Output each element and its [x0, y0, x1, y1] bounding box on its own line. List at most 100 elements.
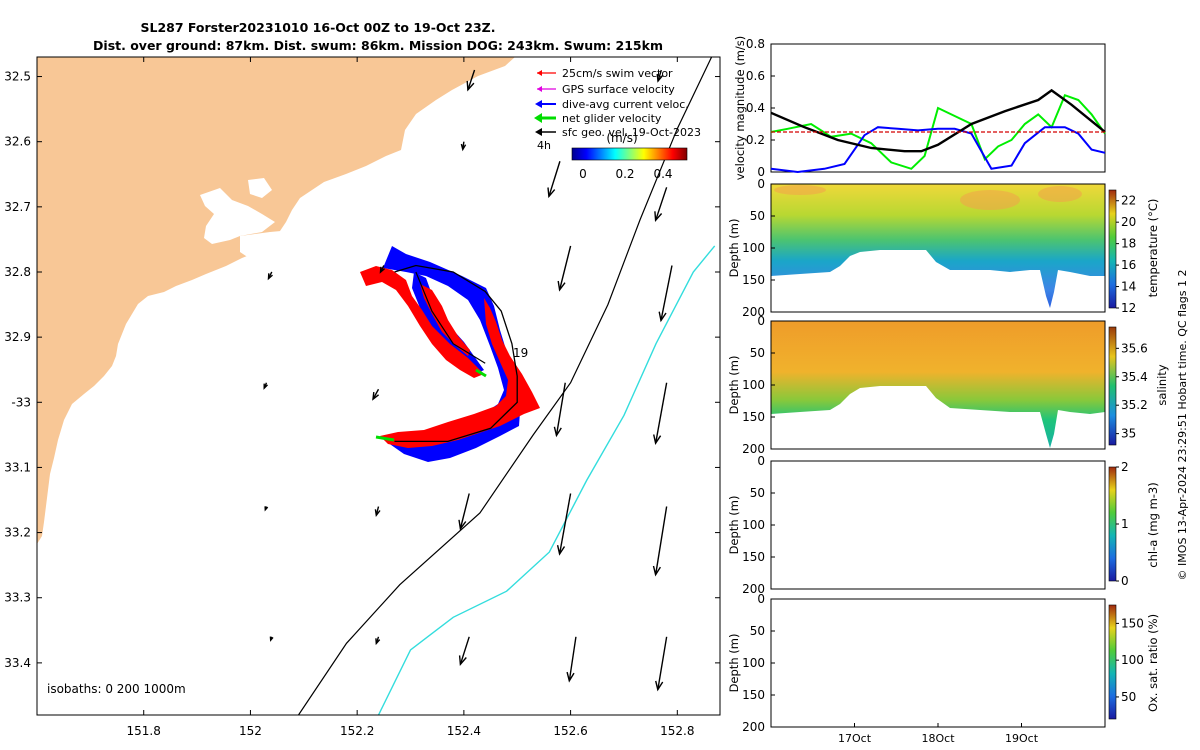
geo-arrow: [264, 506, 269, 512]
map-colorbar-tick: 0.2: [615, 167, 634, 181]
geo-arrow: [460, 141, 467, 152]
geo-arrow-head: [267, 273, 273, 281]
time-tick-label: 17Oct: [838, 732, 872, 745]
depth-tick-label: 0: [757, 314, 765, 328]
chlorophyll-ylabel: Depth (m): [727, 496, 741, 555]
map-x-tick-label: 152: [239, 724, 262, 738]
side-note: © IMOS 13-Apr-2024 23:29:51 Hobart time.…: [1176, 270, 1189, 581]
net-glider-velocity-marks: [375, 368, 487, 442]
temperature-colorbar: [1108, 189, 1117, 309]
velocity-panel: 0 0.2 0.4 0.6 0.8 velocity magnitude (m/s): [733, 36, 1106, 180]
depth-tick-label: 50: [750, 346, 765, 360]
geo-arrow-head: [263, 383, 268, 390]
geo-arrow: [375, 636, 381, 646]
map-colorbar: [571, 147, 688, 161]
isobath-note: isobaths: 0 200 1000m: [47, 682, 186, 696]
isobath-1000m: [377, 245, 716, 715]
geo-arrow-shaft: [654, 382, 668, 444]
oxygen-colorbar-label: Ox. sat. ratio (%): [1146, 614, 1160, 712]
salinity-colorbar-label: salinity: [1155, 364, 1169, 405]
colorbar-tick-label: 20: [1121, 215, 1136, 229]
depth-tick-label: 150: [742, 410, 765, 424]
map-y-tick-label: 32.5: [4, 70, 31, 84]
estuary: [200, 178, 356, 268]
depth-tick-label: 0: [757, 177, 765, 191]
velocity-y-tick-label: 0.6: [746, 69, 765, 83]
map-colorbar-tick: 0: [579, 167, 587, 181]
geo-arrow-head: [460, 143, 467, 152]
velocity-y-tick-label: 0.8: [746, 37, 765, 51]
geo-arrow: [566, 636, 577, 683]
geo-arrow-head: [375, 638, 381, 646]
geo-arrow-shaft: [657, 69, 662, 82]
oxygen-panel: Depth (m) Ox. sat. ratio (%): [727, 598, 1160, 728]
velocity-lines: [770, 88, 1106, 174]
colorbar-tick-label: 22: [1121, 194, 1136, 208]
depth-tick-label: 50: [750, 486, 765, 500]
geo-arrow-head: [653, 434, 662, 445]
colorbar-tick-label: 35.6: [1121, 341, 1148, 355]
title-line-2: Dist. over ground: 87km. Dist. swum: 86k…: [93, 38, 663, 53]
geo-arrow-shaft: [548, 161, 561, 197]
map-panel: 19 isobaths: 0 200 1000m 151.8 152 152.2 15…: [4, 56, 721, 738]
legend-label-swim: 25cm/s swim vector: [562, 67, 673, 80]
geo-arrow: [379, 265, 386, 274]
geo-arrow-head: [458, 519, 467, 531]
map-x-ticks: 151.8 152 152.2 152.4 152.6 152.8: [127, 57, 694, 738]
track-label: 19: [513, 346, 528, 360]
salinity-colorbar: [1108, 326, 1117, 446]
legend-gps: GPS surface velocity: [537, 83, 675, 96]
legend-sfc-geo: sfc geo. vel. 19-Oct-2023: [535, 126, 701, 139]
geo-arrow: [458, 493, 470, 531]
map-colorbar-title: (m/s): [606, 131, 637, 145]
time-tick-label: 19Oct: [1005, 732, 1039, 745]
geo-arrow: [553, 382, 566, 438]
map-y-tick-label: 32.9: [4, 330, 31, 344]
geo-arrow-shaft: [459, 636, 470, 665]
colorbar-tick-label: 12: [1121, 301, 1136, 315]
temperature-panel: Depth (m) temperature (°C): [727, 183, 1160, 313]
chlorophyll-panel: Depth (m) chl-a (mg m-3): [727, 460, 1160, 590]
glider-track: [394, 264, 518, 443]
geo-arrow-head: [547, 187, 556, 199]
oxygen-ylabel: Depth (m): [727, 634, 741, 693]
legend-label-dive-avg: dive-avg current veloc.: [562, 98, 689, 111]
isobath-200m: [298, 57, 713, 715]
depth-tick-label: 100: [742, 518, 765, 532]
geo-arrow: [652, 506, 668, 577]
depth-tick-label: 100: [742, 378, 765, 392]
colorbar-tick-label: 35: [1121, 427, 1136, 441]
map-x-tick-label: 152.2: [340, 724, 374, 738]
velocity-y-tick-label: 0.4: [746, 101, 765, 115]
map-colorbar-tick: 0.4: [653, 167, 672, 181]
depth-tick-label: 200: [742, 720, 765, 734]
legend-dive-avg: dive-avg current veloc.: [535, 98, 689, 111]
geo-arrow: [656, 69, 664, 83]
geo-arrow: [267, 271, 273, 281]
colorbar-tick-label: 18: [1121, 237, 1136, 251]
geo-arrow: [655, 636, 668, 692]
salinity-panel: Depth (m) salinity: [727, 320, 1169, 450]
geo-arrow: [372, 388, 380, 401]
glider-track-inner: [415, 271, 486, 364]
oxygen-colorbar: [1108, 604, 1117, 720]
geo-arrow-shaft: [372, 388, 380, 400]
swim-vector-swath-east: [380, 298, 540, 448]
geo-arrow: [374, 506, 381, 518]
legend-label-net: net glider velocity: [562, 112, 662, 125]
map-y-tick-label: 32.7: [4, 200, 31, 214]
geo-arrow-head: [656, 73, 664, 83]
geo-arrow-head: [566, 671, 575, 683]
geo-arrow: [547, 161, 561, 199]
geo-arrow-head: [269, 636, 274, 642]
colorbar-tick-label: 16: [1121, 258, 1136, 272]
map-y-ticks: 32.5 32.6 32.7 32.8 32.9 -33 33.1 33.2 33.3 33.4: [4, 70, 720, 670]
velocity-series-line: [770, 93, 1106, 170]
geo-arrow-head: [658, 311, 667, 323]
depth-tick-label: 50: [750, 624, 765, 638]
depth-tick-label: 200: [742, 442, 765, 456]
geo-arrow: [653, 382, 668, 445]
depth-tick-label: 50: [750, 209, 765, 223]
salinity-field: [771, 321, 1105, 448]
time-axis-ticks: 17Oct 18Oct 19Oct: [838, 723, 1039, 745]
